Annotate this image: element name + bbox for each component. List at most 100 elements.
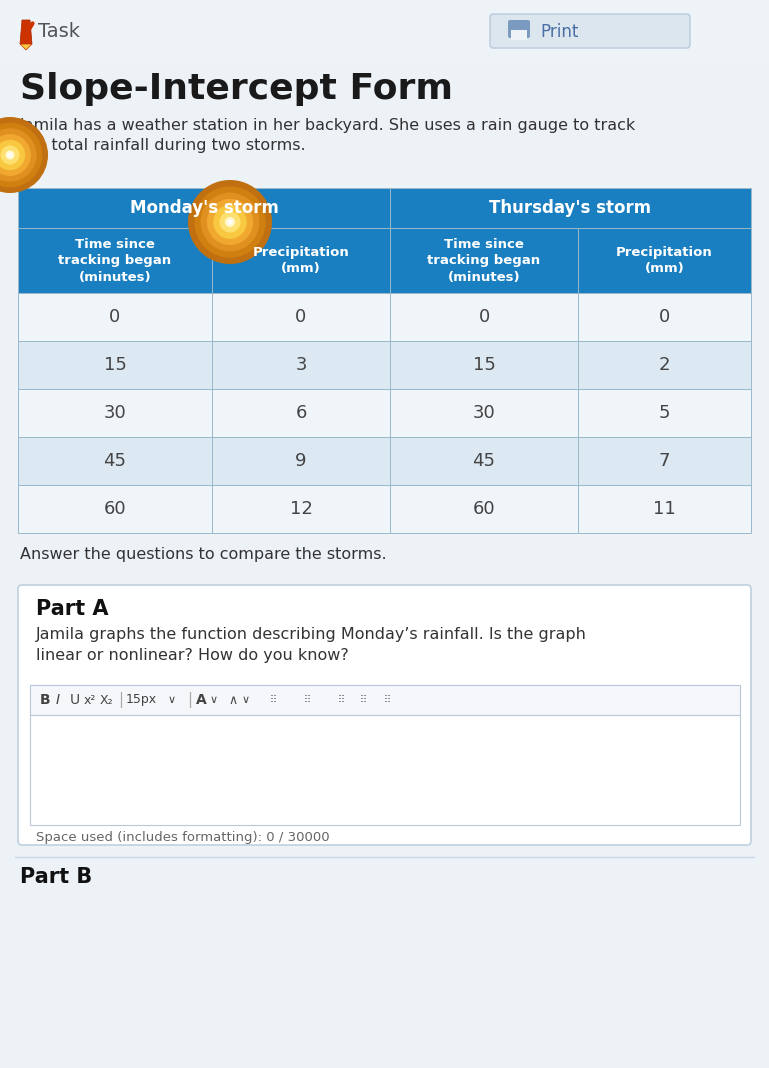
Text: Space used (includes formatting): 0 / 30000: Space used (includes formatting): 0 / 30… (36, 831, 330, 844)
Bar (390, 341, 578, 389)
Text: ⁝⁝: ⁝⁝ (338, 693, 346, 707)
Bar (390, 293, 578, 341)
Bar (390, 227, 578, 293)
Text: Monday's storm: Monday's storm (129, 199, 278, 217)
Circle shape (213, 205, 247, 239)
Bar (212, 293, 390, 341)
Text: Part A: Part A (36, 599, 108, 619)
Text: 30: 30 (473, 404, 495, 422)
Circle shape (225, 217, 235, 227)
Bar (0, 0, 769, 62)
Text: 15: 15 (473, 356, 495, 374)
Text: I: I (56, 693, 60, 707)
Bar (212, 341, 390, 389)
Circle shape (201, 192, 259, 251)
Text: Answer the questions to compare the storms.: Answer the questions to compare the stor… (20, 547, 387, 562)
Bar (578, 341, 751, 389)
Text: Thursday's storm: Thursday's storm (489, 199, 651, 217)
Text: 6: 6 (295, 404, 307, 422)
Circle shape (8, 153, 12, 157)
Circle shape (0, 135, 31, 176)
Text: Task: Task (38, 22, 80, 41)
Polygon shape (20, 44, 32, 50)
Text: ∨: ∨ (168, 695, 176, 705)
Bar (578, 485, 751, 533)
Bar (212, 437, 390, 485)
Bar (390, 437, 578, 485)
Text: |: | (118, 692, 123, 708)
Bar (18, 341, 212, 389)
Bar (18, 293, 212, 341)
Circle shape (0, 140, 25, 170)
Bar (578, 227, 751, 293)
Circle shape (0, 128, 37, 182)
Text: Precipitation
(mm): Precipitation (mm) (616, 246, 713, 276)
Bar (212, 227, 390, 293)
Circle shape (1, 145, 19, 164)
Text: 45: 45 (104, 452, 126, 470)
Text: 9: 9 (295, 452, 307, 470)
Text: the total rainfall during two storms.: the total rainfall during two storms. (20, 138, 305, 153)
Text: 45: 45 (472, 452, 495, 470)
Text: 0: 0 (109, 308, 121, 326)
Text: Jamila graphs the function describing Monday’s rainfall. Is the graph
linear or : Jamila graphs the function describing Mo… (36, 627, 587, 663)
Text: ⁝⁝: ⁝⁝ (270, 693, 278, 707)
FancyBboxPatch shape (508, 20, 530, 38)
Bar (578, 293, 751, 341)
Text: ⁝⁝: ⁝⁝ (384, 693, 392, 707)
Text: 5: 5 (659, 404, 671, 422)
Bar (390, 188, 751, 227)
Text: ∨: ∨ (210, 695, 218, 705)
Text: 12: 12 (290, 500, 312, 518)
Bar (18, 485, 212, 533)
Text: 3: 3 (295, 356, 307, 374)
Text: X₂: X₂ (100, 693, 114, 707)
FancyBboxPatch shape (18, 585, 751, 845)
Text: 60: 60 (473, 500, 495, 518)
Circle shape (207, 199, 253, 245)
Text: 30: 30 (104, 404, 126, 422)
Text: 7: 7 (659, 452, 671, 470)
Bar (390, 389, 578, 437)
Bar (30, 714, 740, 824)
Text: Time since
tracking began
(minutes): Time since tracking began (minutes) (58, 237, 171, 283)
Circle shape (5, 151, 15, 159)
Text: 0: 0 (659, 308, 670, 326)
Circle shape (0, 117, 48, 193)
Circle shape (219, 211, 241, 233)
Text: Precipitation
(mm): Precipitation (mm) (253, 246, 349, 276)
Text: ⁝⁝: ⁝⁝ (304, 693, 312, 707)
Circle shape (188, 180, 272, 264)
Text: Jamila has a weather station in her backyard. She uses a rain gauge to track: Jamila has a weather station in her back… (20, 117, 636, 134)
Bar (18, 437, 212, 485)
Bar (578, 437, 751, 485)
Bar (212, 485, 390, 533)
Text: ∧: ∧ (228, 693, 237, 707)
Circle shape (0, 123, 42, 187)
Text: Time since
tracking began
(minutes): Time since tracking began (minutes) (428, 237, 541, 283)
Circle shape (195, 186, 266, 257)
Bar (511, 30, 527, 40)
Text: 2: 2 (659, 356, 671, 374)
Text: 60: 60 (104, 500, 126, 518)
Polygon shape (20, 20, 32, 44)
Bar (390, 485, 578, 533)
Bar (30, 685, 740, 714)
Text: 11: 11 (653, 500, 676, 518)
Text: Part B: Part B (20, 867, 92, 888)
Bar (18, 188, 390, 227)
Text: Slope-Intercept Form: Slope-Intercept Form (20, 72, 453, 106)
Text: B: B (40, 693, 51, 707)
Text: |: | (187, 692, 192, 708)
Text: ⁝⁝: ⁝⁝ (360, 693, 368, 707)
Bar (18, 389, 212, 437)
Text: 0: 0 (478, 308, 490, 326)
Text: 15px: 15px (126, 693, 157, 707)
Text: Print: Print (540, 23, 578, 41)
Text: 0: 0 (295, 308, 307, 326)
Bar (18, 227, 212, 293)
Text: x²: x² (84, 693, 96, 707)
Text: U: U (70, 693, 80, 707)
Text: A: A (196, 693, 207, 707)
FancyBboxPatch shape (490, 14, 690, 48)
